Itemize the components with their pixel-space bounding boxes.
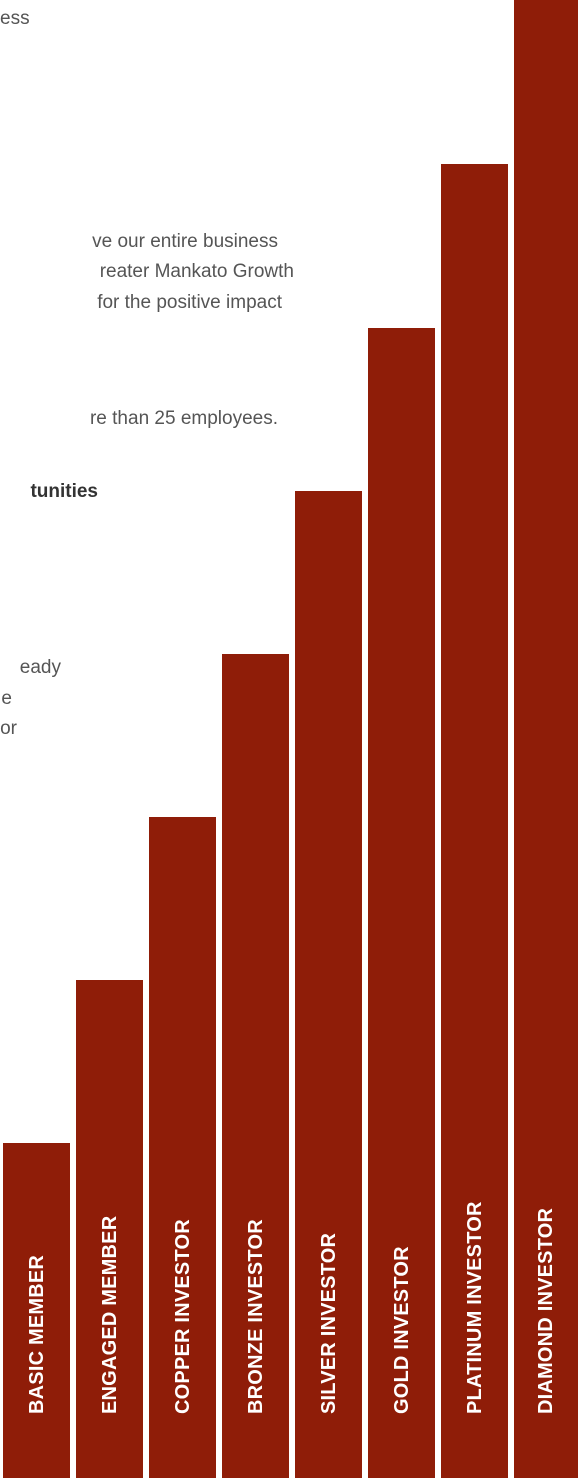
body-text-line: for the positive impact — [97, 292, 282, 313]
tier-bar-bronze-investor[interactable]: BRONZE INVESTOR — [222, 654, 289, 1478]
section-heading: tunities — [30, 481, 98, 502]
body-text-line: re than 25 employees. — [89, 408, 278, 429]
tier-label: ENGAGED MEMBER — [98, 1215, 121, 1414]
tier-label: PLATINUM INVESTOR — [463, 1201, 486, 1414]
body-text-line: or — [0, 718, 17, 739]
tier-bar-platinum-investor[interactable]: PLATINUM INVESTOR — [441, 164, 508, 1478]
tier-bar-basic-member[interactable]: BASIC MEMBER — [3, 1143, 70, 1478]
tier-bar-gold-investor[interactable]: GOLD INVESTOR — [368, 328, 435, 1478]
tier-label: GOLD INVESTOR — [390, 1246, 413, 1414]
tier-label: BASIC MEMBER — [25, 1254, 48, 1414]
body-text-line: eady — [19, 657, 61, 678]
tier-label: DIAMOND INVESTOR — [535, 1207, 557, 1414]
body-text-line: ve our entire business — [92, 231, 278, 252]
intro-fragment: ess — [0, 8, 30, 29]
body-text-line: reater Mankato Growth — [99, 261, 294, 282]
tier-label: BRONZE INVESTOR — [244, 1219, 267, 1414]
tier-label: COPPER INVESTOR — [171, 1219, 194, 1414]
body-text-line: e — [1, 688, 12, 709]
tier-bar-silver-investor[interactable]: SILVER INVESTOR — [295, 491, 362, 1478]
tier-label: SILVER INVESTOR — [317, 1232, 340, 1414]
tier-bar-copper-investor[interactable]: COPPER INVESTOR — [149, 817, 216, 1478]
tier-bar-engaged-member[interactable]: ENGAGED MEMBER — [76, 980, 143, 1478]
tier-bar-diamond-investor[interactable]: DIAMOND INVESTOR — [514, 0, 578, 1478]
